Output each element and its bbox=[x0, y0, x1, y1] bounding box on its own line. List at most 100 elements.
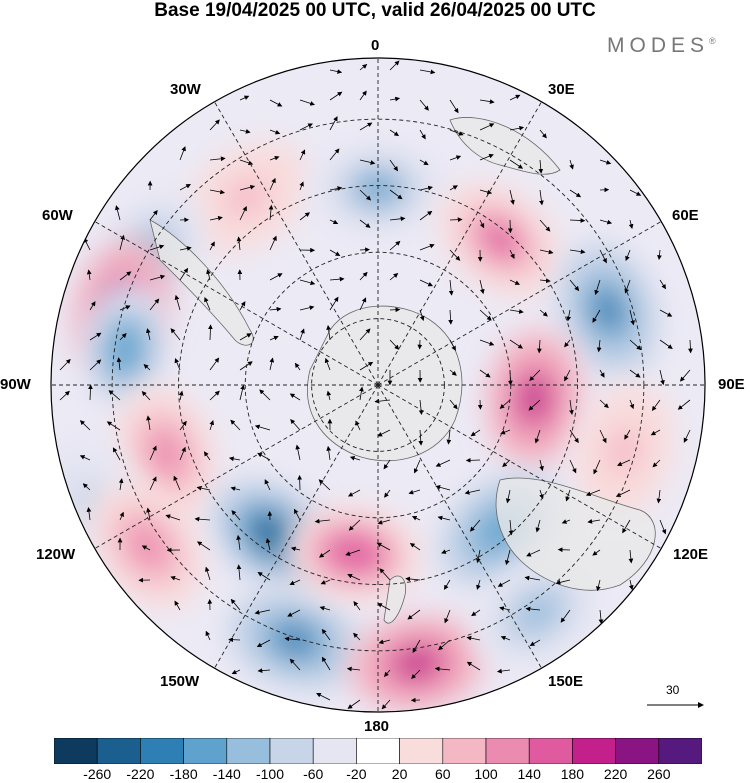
wind-vector bbox=[231, 669, 241, 675]
wind-vector bbox=[419, 210, 433, 221]
lon-label-150w: 150W bbox=[160, 673, 200, 690]
wind-vector bbox=[509, 94, 521, 101]
wind-vector bbox=[569, 189, 582, 198]
wind-vector bbox=[359, 159, 376, 165]
colorbar-tick-label: 260 bbox=[647, 766, 671, 782]
wind-vector bbox=[329, 219, 339, 225]
wind-vector bbox=[206, 269, 211, 281]
wind-vector bbox=[389, 96, 401, 102]
anomaly-contour bbox=[129, 525, 167, 568]
meridian-line bbox=[377, 101, 542, 386]
wind-vector bbox=[617, 459, 631, 466]
wind-vector bbox=[79, 455, 91, 461]
colorbar-swatch bbox=[312, 738, 357, 764]
anomaly-contour bbox=[272, 623, 318, 657]
wind-vector bbox=[329, 249, 341, 256]
registered-mark: ® bbox=[709, 36, 716, 46]
wind-vector bbox=[299, 99, 315, 106]
wind-vector bbox=[119, 271, 132, 281]
wind-vector bbox=[377, 519, 391, 525]
wind-vector bbox=[569, 399, 574, 415]
wind-vector bbox=[479, 339, 495, 346]
wind-vector bbox=[409, 542, 421, 551]
wind-vector bbox=[509, 309, 524, 314]
wind-vector bbox=[389, 339, 400, 350]
land-outlines bbox=[149, 117, 656, 624]
wind-vector bbox=[469, 519, 481, 532]
wind-vector bbox=[389, 240, 401, 251]
colorbar-tick-label: 220 bbox=[603, 766, 628, 782]
wind-vector bbox=[419, 279, 433, 287]
wind-vector bbox=[509, 125, 525, 131]
wind-vector bbox=[499, 399, 511, 409]
reference-vector-label: 30 bbox=[666, 683, 680, 697]
brand-text: MODES bbox=[607, 34, 710, 57]
wind-vector bbox=[650, 429, 661, 436]
wind-vector bbox=[321, 628, 331, 641]
wind-vector bbox=[535, 519, 541, 533]
wind-vector bbox=[592, 309, 601, 323]
wind-vector bbox=[141, 390, 151, 401]
lon-label-120w: 120W bbox=[36, 546, 76, 563]
lon-label-180: 180 bbox=[364, 718, 390, 735]
wind-vector bbox=[564, 339, 571, 348]
wind-vector bbox=[479, 153, 494, 161]
wind-vector bbox=[389, 60, 400, 71]
wind-vector bbox=[318, 549, 331, 558]
wind-vector bbox=[500, 635, 511, 641]
wind-vector bbox=[629, 189, 642, 196]
wind-vector bbox=[688, 339, 693, 354]
wind-vector bbox=[448, 279, 454, 296]
wind-vector bbox=[89, 301, 96, 311]
anomaly-contour bbox=[394, 647, 441, 680]
wind-vector bbox=[411, 669, 421, 679]
wind-vector bbox=[143, 363, 151, 371]
meridian-line bbox=[377, 221, 662, 386]
wind-vector bbox=[528, 399, 541, 411]
wind-vector bbox=[326, 324, 331, 341]
wind-vector bbox=[194, 516, 211, 522]
wind-vector bbox=[321, 656, 331, 671]
wind-vector bbox=[384, 489, 391, 498]
wind-vector bbox=[119, 511, 124, 521]
wind-vector bbox=[657, 249, 662, 261]
wind-vector bbox=[539, 309, 548, 317]
wind-vector bbox=[145, 328, 151, 341]
modes-logo: MODES® bbox=[607, 34, 716, 58]
wind-vector bbox=[437, 515, 451, 521]
wind-vector bbox=[539, 249, 554, 255]
wind-vector bbox=[209, 241, 215, 251]
wind-vector bbox=[377, 603, 391, 611]
wind-vector bbox=[419, 129, 426, 140]
wind-vector bbox=[539, 189, 544, 206]
new-zealand bbox=[383, 575, 407, 624]
meridian-line bbox=[214, 384, 379, 669]
wind-vector bbox=[209, 215, 223, 221]
wind-vector bbox=[329, 116, 338, 131]
wind-vector bbox=[596, 579, 601, 592]
lon-label-90e: 90E bbox=[718, 376, 745, 393]
wind-vector bbox=[378, 639, 391, 645]
anomaly-contour bbox=[331, 537, 378, 570]
wind-vector bbox=[314, 518, 331, 524]
meridian-line bbox=[377, 384, 662, 549]
wind-vector bbox=[119, 305, 131, 311]
map-boundary bbox=[50, 57, 706, 713]
wind-vector bbox=[444, 609, 451, 624]
wind-vector bbox=[89, 359, 102, 371]
colorbar-tick-label: -220 bbox=[126, 766, 155, 782]
wind-vector bbox=[359, 361, 374, 371]
map-title: Base 19/04/2025 00 UTC, valid 26/04/2025… bbox=[154, 0, 596, 21]
wind-vector bbox=[319, 605, 331, 611]
wind-vector bbox=[209, 189, 226, 195]
wind-vector bbox=[628, 549, 634, 564]
wind-vector bbox=[353, 632, 361, 641]
wind-vector bbox=[569, 249, 586, 255]
wind-vector bbox=[209, 390, 220, 401]
wind-vector bbox=[441, 549, 451, 554]
colorbar-tick-label: -260 bbox=[83, 766, 112, 782]
wind-vector bbox=[209, 156, 226, 162]
wind-vector bbox=[652, 459, 661, 468]
wind-vector bbox=[359, 297, 367, 311]
antarctica bbox=[307, 305, 463, 462]
